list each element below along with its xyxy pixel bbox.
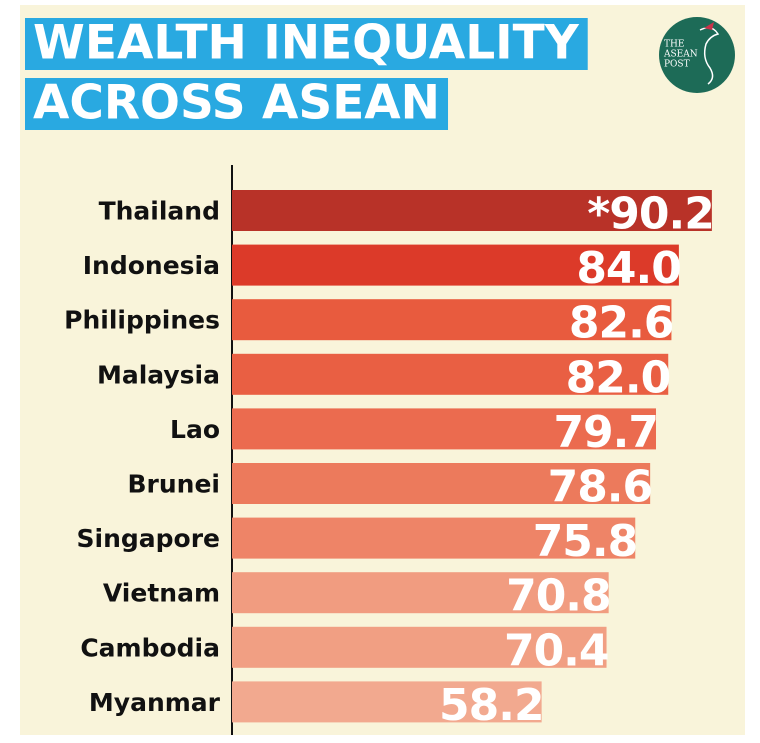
category-label: Thailand (99, 197, 220, 226)
bar (232, 517, 636, 559)
category-label: Philippines (64, 306, 220, 335)
logo (659, 17, 735, 93)
category-label: Malaysia (97, 360, 220, 389)
bar (232, 244, 679, 286)
value-label: 79.7 (553, 407, 658, 458)
bar (232, 463, 651, 504)
logo-text: ASEAN (663, 50, 698, 60)
category-label: Cambodia (80, 633, 220, 662)
value-label: 70.8 (506, 571, 611, 622)
value-label: 84.0 (576, 243, 681, 294)
category-label: Myanmar (89, 688, 221, 717)
title-line: ACROSS ASEAN (33, 76, 440, 131)
value-label: 78.6 (548, 462, 653, 513)
category-label: Vietnam (103, 579, 220, 608)
value-label: 70.4 (504, 625, 609, 676)
bar (232, 353, 669, 395)
value-label: 82.6 (569, 298, 674, 349)
category-label: Indonesia (83, 251, 220, 280)
title-box (25, 18, 588, 70)
title-line: WEALTH INEQUALITY (33, 16, 580, 71)
category-label: Lao (170, 415, 220, 444)
title-box (25, 78, 449, 130)
bar (232, 572, 609, 614)
value-label: 82.0 (566, 352, 671, 403)
bar (232, 681, 542, 723)
bar (232, 299, 672, 341)
value-label: 58.2 (439, 680, 544, 731)
value-label: 75.8 (533, 516, 638, 567)
category-label: Brunei (127, 470, 220, 499)
logo-text: THE (664, 40, 684, 50)
bar (232, 190, 712, 231)
logo-accent (704, 22, 714, 30)
category-label: Singapore (77, 524, 221, 553)
value-label: *90.2 (587, 189, 714, 240)
bar (232, 626, 607, 668)
logo-bird (699, 27, 720, 85)
logo-text: POST (664, 60, 690, 70)
bar (232, 408, 657, 450)
